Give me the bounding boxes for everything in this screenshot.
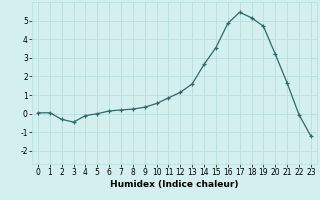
X-axis label: Humidex (Indice chaleur): Humidex (Indice chaleur): [110, 180, 239, 189]
